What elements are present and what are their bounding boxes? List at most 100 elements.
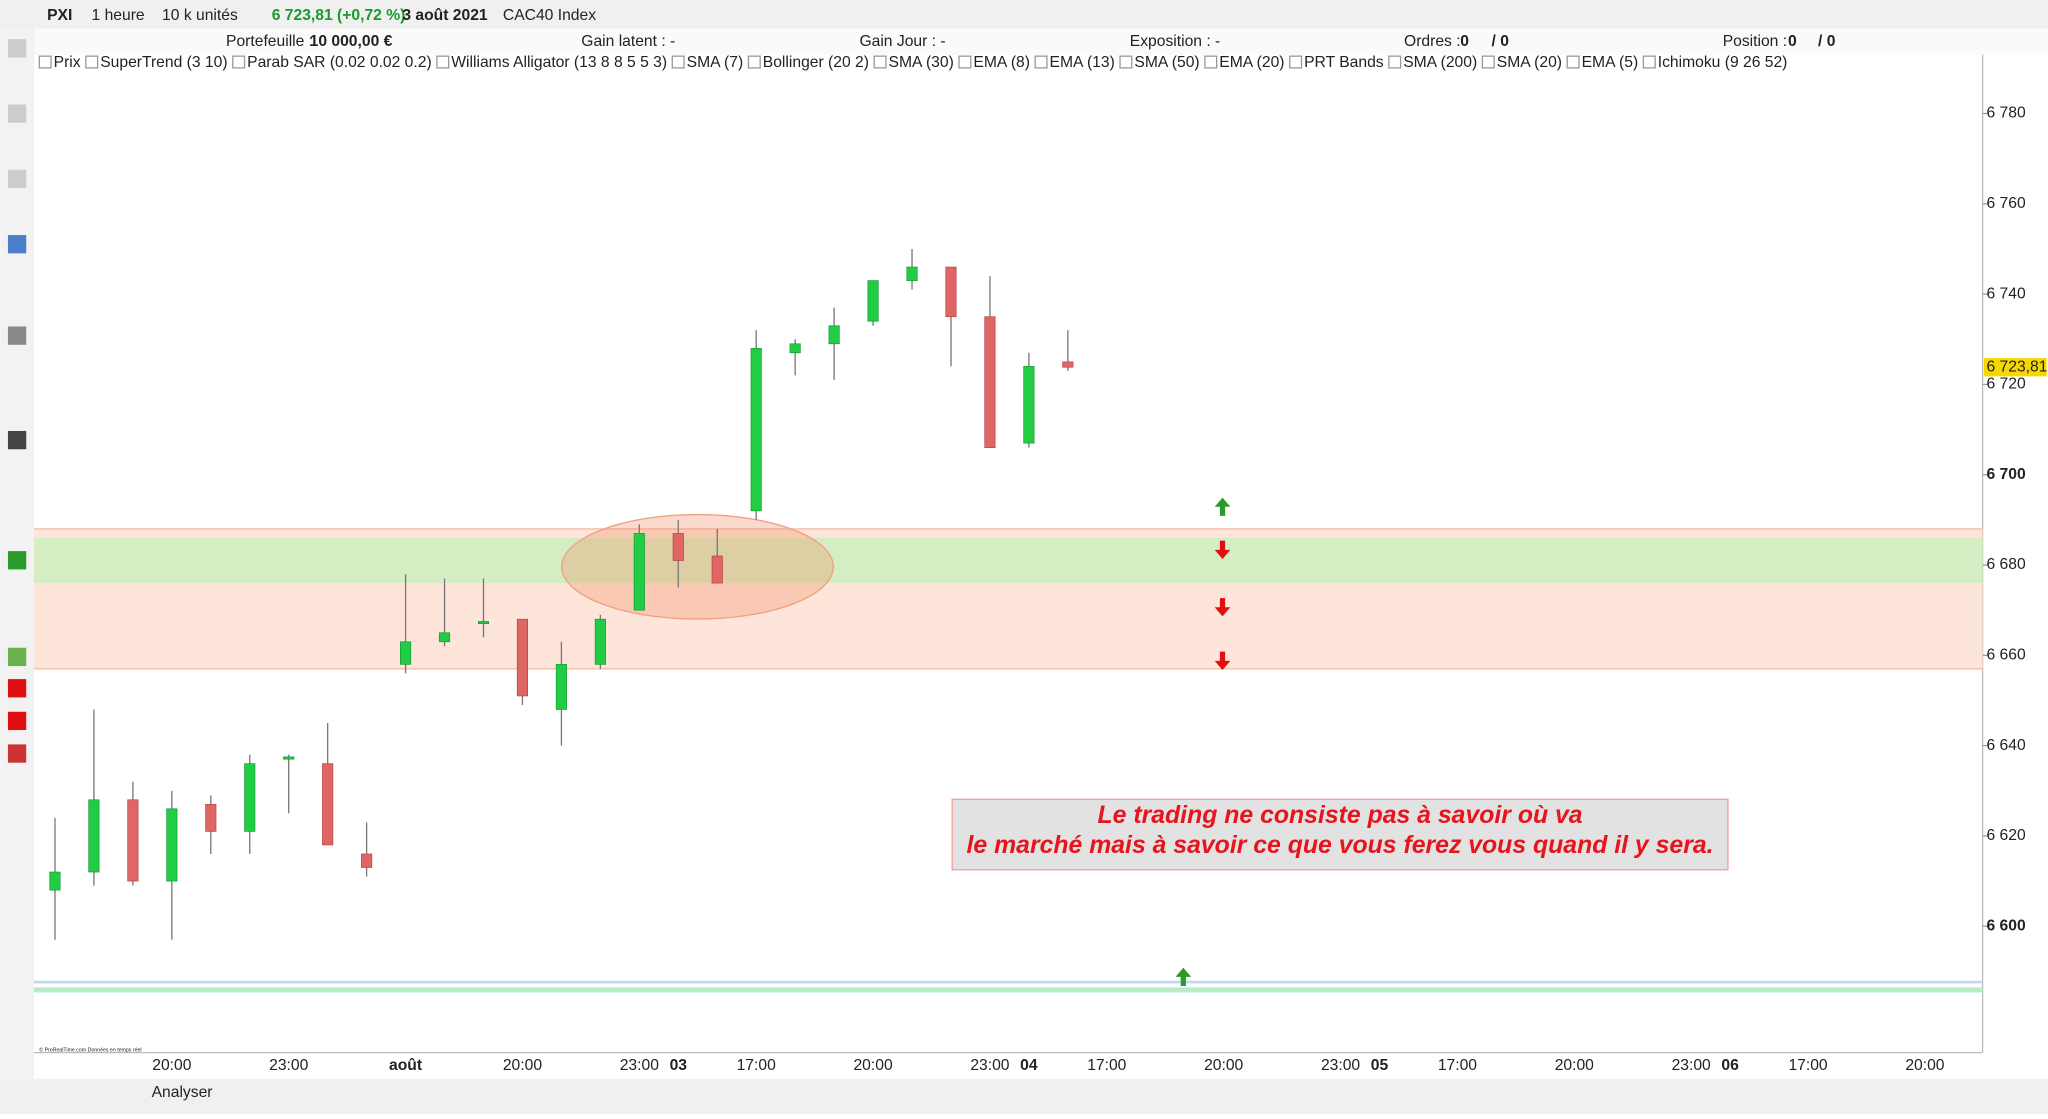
indicator[interactable]: Bollinger (20 2) [763, 54, 869, 71]
indicator[interactable]: SuperTrend (3 10) [100, 54, 227, 71]
indicator[interactable]: Prix [54, 54, 81, 71]
x-tick-label: 20:00 [1905, 1057, 1944, 1074]
annotation-line: le marché mais à savoir ce que vous fere… [967, 832, 1714, 859]
candle-body [711, 555, 723, 584]
candle-body [789, 343, 801, 354]
indicator-checkbox [1388, 55, 1402, 69]
indicator-checkbox [1289, 55, 1303, 69]
candle-body [984, 316, 996, 448]
y-tick-label: 6 600 [1987, 917, 2026, 934]
x-tick-label: 20:00 [1555, 1057, 1594, 1074]
candle-body [127, 799, 139, 882]
candle-body [906, 266, 918, 281]
y-tick-label: 6 740 [1987, 285, 2026, 302]
candle-body [1023, 366, 1035, 444]
x-tick-label: 23:00 [1321, 1057, 1360, 1074]
x-tick-label: 20:00 [853, 1057, 892, 1074]
ordres-label: Ordres : [1404, 33, 1461, 50]
x-tick-label: 06 [1721, 1057, 1739, 1074]
x-tick-label: 20:00 [1204, 1057, 1243, 1074]
indicator[interactable]: SMA (200) [1403, 54, 1477, 71]
candle-body [244, 763, 256, 832]
annotation-line: Le trading ne consiste pas à savoir où v… [1098, 802, 1583, 829]
y-tick-label: 6 660 [1987, 646, 2026, 663]
x-tick-label: 04 [1020, 1057, 1038, 1074]
x-tick-label: 20:00 [152, 1057, 191, 1074]
portfolio: 10 000,00 € [310, 33, 393, 50]
candle-body [633, 533, 645, 611]
y-tick-label: 6 780 [1987, 105, 2026, 122]
quote: 6 723,81 (+0,72 %) [272, 7, 406, 24]
x-tick-label: 23:00 [620, 1057, 659, 1074]
units[interactable]: 10 k unités [162, 7, 238, 24]
indicator[interactable]: Parab SAR (0.02 0.02 0.2) [247, 54, 432, 71]
indicator[interactable]: SMA (7) [687, 54, 744, 71]
y-tick-label: 6 700 [1987, 466, 2026, 483]
candle-body [867, 280, 879, 322]
ordres: 0 [1460, 33, 1469, 50]
indicator[interactable]: SMA (50) [1134, 54, 1199, 71]
gain-jour: Gain Jour : - [859, 33, 945, 50]
x-tick-label: 23:00 [1672, 1057, 1711, 1074]
x-tick-label: 23:00 [970, 1057, 1009, 1074]
portfolio-label: Portefeuille : [226, 33, 313, 50]
instrument: CAC40 Index [503, 7, 596, 24]
indicator-checkbox [1204, 55, 1218, 69]
tool-icons[interactable] [7, 39, 27, 763]
candle-body [49, 871, 61, 891]
gain-latent: Gain latent : - [581, 33, 675, 50]
candle-body [750, 347, 762, 512]
y-tick-label: 6 620 [1987, 827, 2026, 844]
annotation-box [951, 798, 1729, 871]
x-tick-label: août [389, 1057, 423, 1074]
indicator[interactable]: Ichimoku (9 26 52) [1658, 54, 1788, 71]
arrows [1175, 497, 1231, 987]
indicator[interactable]: SMA (30) [889, 54, 954, 71]
annotation: Le trading ne consiste pas à savoir où v… [951, 798, 1729, 871]
candle-body [477, 621, 490, 625]
indicator[interactable]: EMA (8) [973, 54, 1030, 71]
indicator-checkbox [747, 55, 761, 69]
indicator-checkbox [873, 55, 887, 69]
y-tick-label: 6 760 [1987, 195, 2026, 212]
indicator[interactable]: EMA (5) [1582, 54, 1639, 71]
ordres-2: / 0 [1492, 33, 1510, 50]
indicator-checkbox [1119, 55, 1133, 69]
candle-body [361, 853, 373, 868]
indicator-checkbox [671, 55, 685, 69]
indicator-bar: Prix SuperTrend (3 10) Parab SAR (0.02 0.0… [38, 54, 1788, 71]
x-tick-label: 05 [1371, 1057, 1389, 1074]
indicator-checkbox [436, 55, 450, 69]
candle-body [283, 756, 295, 760]
position: 0 [1788, 33, 1797, 50]
indicator[interactable]: EMA (20) [1219, 54, 1284, 71]
candle-body [438, 632, 451, 643]
y-tick-label: 6 640 [1987, 737, 2026, 754]
highlight-ellipse [561, 513, 834, 620]
position-2: / 0 [1818, 33, 1836, 50]
candle-body [672, 533, 684, 561]
x-tick-label: 17:00 [737, 1057, 776, 1074]
symbol[interactable]: PXI [47, 7, 72, 24]
x-tick-label: 20:00 [503, 1057, 542, 1074]
indicator[interactable]: Williams Alligator (13 8 8 5 5 3) [451, 54, 667, 71]
indicator-checkbox [38, 55, 52, 69]
exposition: Exposition : - [1130, 33, 1221, 50]
indicator[interactable]: EMA (13) [1050, 54, 1115, 71]
top-bar [0, 0, 2048, 29]
indicator[interactable]: PRT Bands [1304, 54, 1384, 71]
indicator-checkbox [1481, 55, 1495, 69]
account-bar [0, 28, 2048, 55]
x-tick-label: 17:00 [1438, 1057, 1477, 1074]
position-label: Position : [1723, 33, 1787, 50]
candle-body [594, 618, 606, 665]
analyser-button[interactable]: Analyser [152, 1084, 213, 1101]
candle-body [322, 763, 334, 846]
indicator-checkbox [958, 55, 972, 69]
bottom-bar [0, 1078, 2048, 1114]
copyright: © ProRealTime.com Données en temps réel [39, 1046, 141, 1053]
period[interactable]: 1 heure [92, 7, 145, 24]
indicator[interactable]: SMA (20) [1497, 54, 1562, 71]
candle-body [166, 808, 178, 882]
